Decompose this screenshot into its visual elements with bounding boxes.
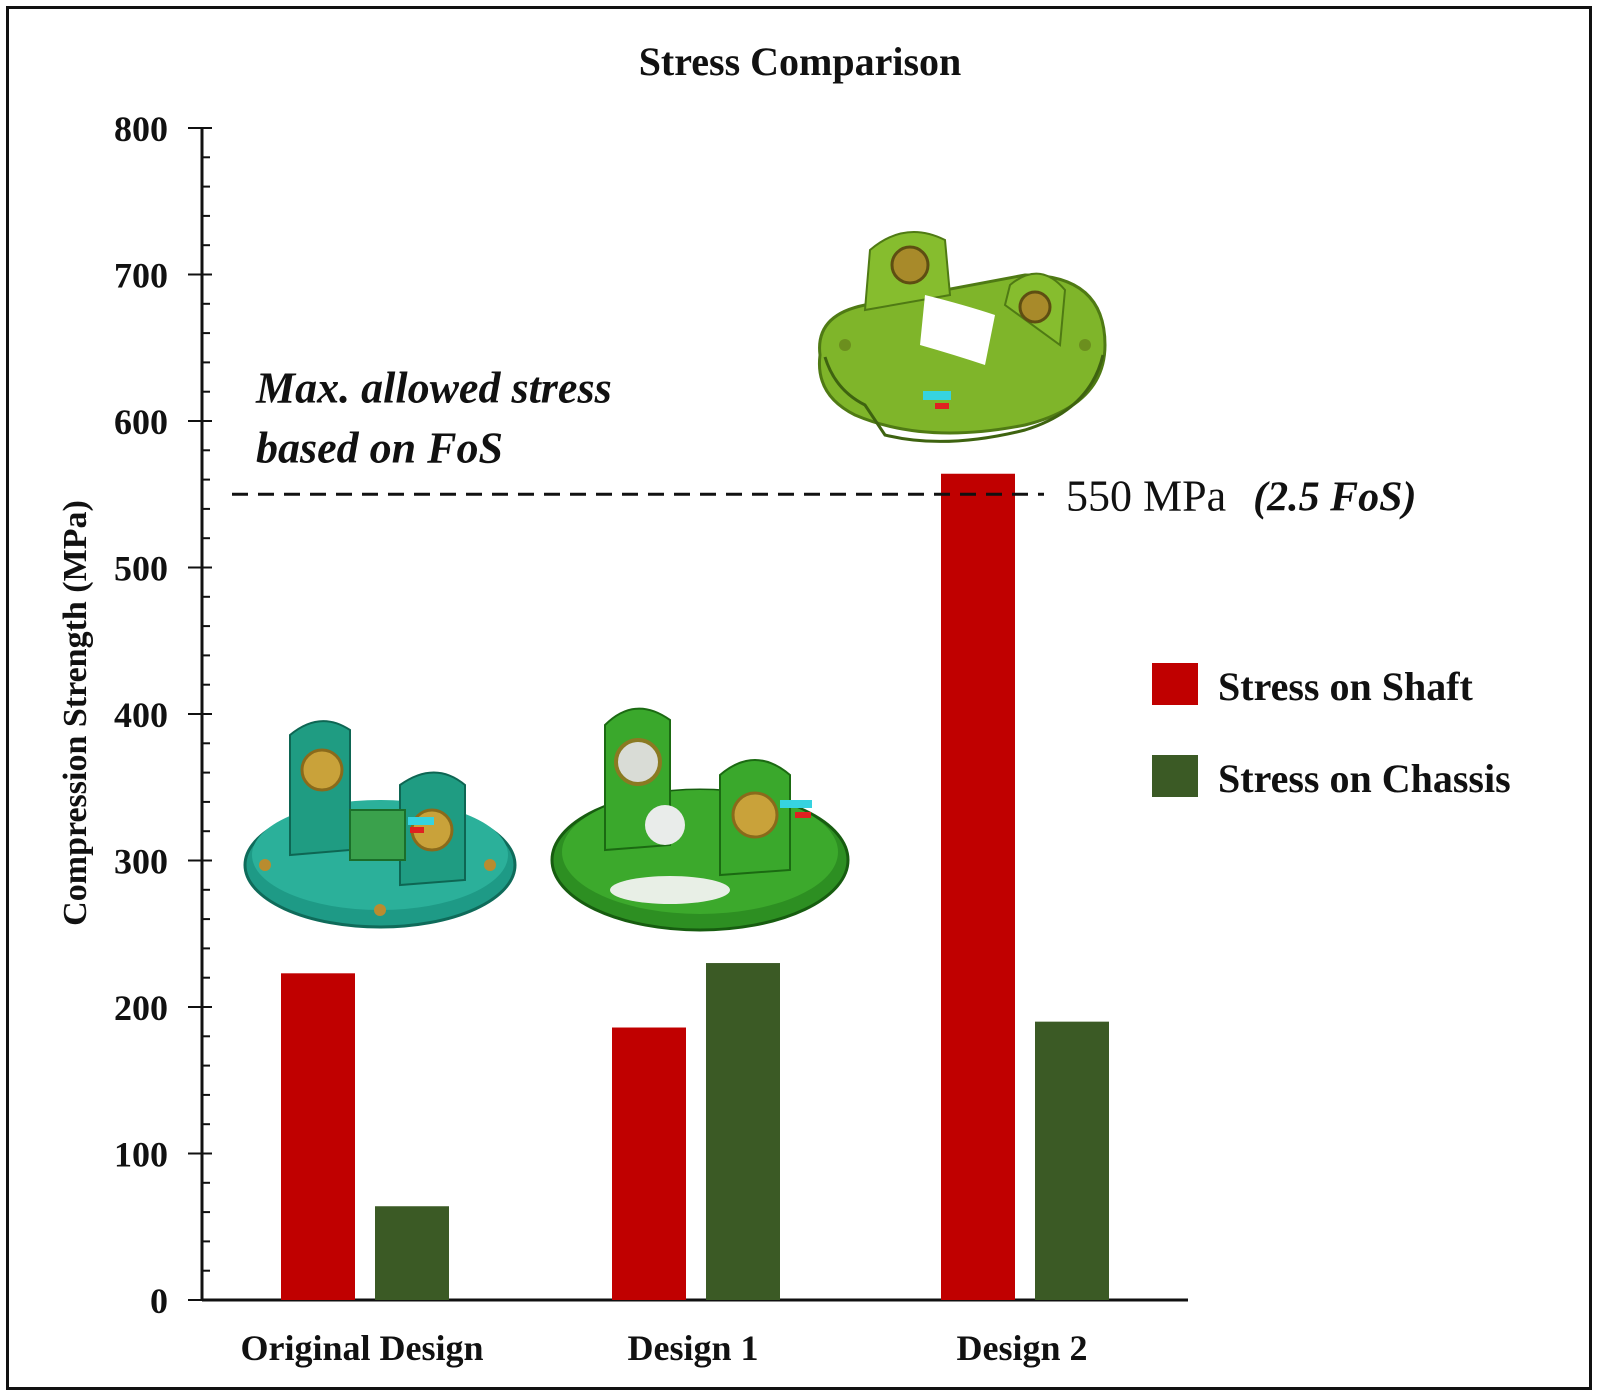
threshold-label: 550 MPa (2.5 FoS) [1066, 471, 1416, 520]
legend-swatch-shaft [1152, 663, 1198, 705]
x-category-label: Original Design [240, 1328, 483, 1368]
y-tick-label: 400 [114, 695, 168, 735]
y-axis-ticks: 0 100 200 300 400 500 600 700 800 [114, 109, 212, 1321]
legend-label-shaft: Stress on Shaft [1218, 664, 1474, 709]
threshold-annotation-line-1: Max. allowed stress [255, 363, 612, 412]
x-category-label: Design 2 [956, 1328, 1087, 1368]
legend-label-chassis: Stress on Chassis [1218, 756, 1511, 801]
figure-frame [6, 6, 1592, 1390]
y-tick-label: 0 [150, 1281, 168, 1321]
bar-shaft-2 [612, 1027, 686, 1300]
y-axis-label: Compression Strength (MPa) [57, 500, 94, 926]
y-tick-label: 500 [114, 549, 168, 589]
bars [281, 473, 1109, 1300]
y-tick-label: 800 [114, 109, 168, 149]
bar-chassis-2 [706, 963, 780, 1300]
x-category-label: Design 1 [627, 1328, 758, 1368]
y-tick-label: 300 [114, 842, 168, 882]
legend: Stress on Shaft Stress on Chassis [1152, 663, 1511, 801]
y-tick-label: 700 [114, 256, 168, 296]
bar-shaft-3 [941, 473, 1015, 1300]
y-tick-label: 100 [114, 1135, 168, 1175]
bar-shaft-1 [281, 973, 355, 1300]
bar-chassis-3 [1035, 1021, 1109, 1300]
y-tick-label: 200 [114, 988, 168, 1028]
y-tick-label: 600 [114, 402, 168, 442]
chart-title: Stress Comparison [639, 39, 962, 84]
design-1-fea-model [550, 707, 850, 932]
original-design-fea-model [243, 720, 517, 929]
legend-swatch-chassis [1152, 755, 1198, 797]
bar-chassis-1 [375, 1206, 449, 1300]
x-axis-category-labels: Original Design Design 1 Design 2 [240, 1328, 1087, 1368]
design-2-fea-model [817, 231, 1107, 443]
threshold-annotation-line-2: based on FoS [256, 423, 503, 472]
